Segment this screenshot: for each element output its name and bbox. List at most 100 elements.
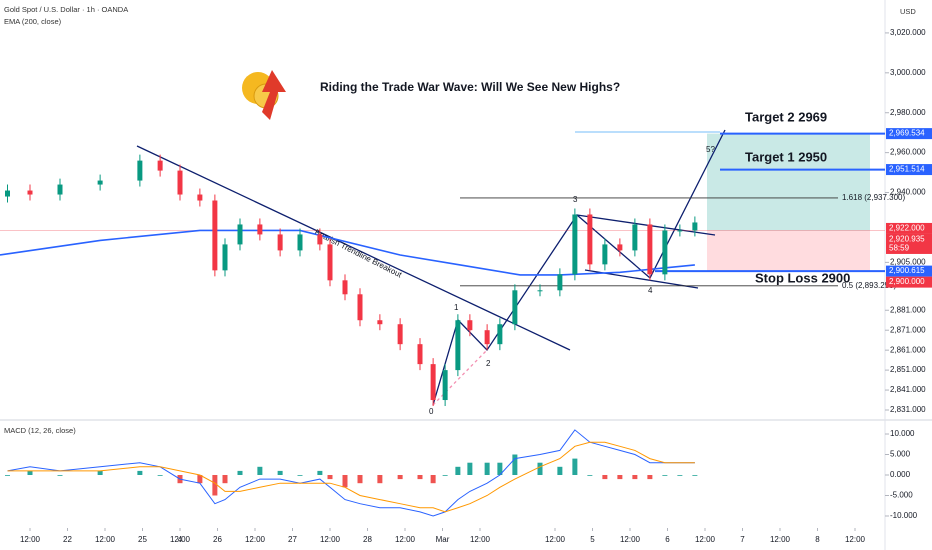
candle-body bbox=[137, 160, 143, 181]
macd-histogram-bar bbox=[442, 475, 448, 476]
candle-body bbox=[222, 244, 228, 271]
x-tick-label: 12:00 bbox=[245, 535, 266, 544]
wave-label: 3 bbox=[573, 195, 578, 204]
macd-histogram-bar bbox=[572, 458, 578, 475]
candle-body bbox=[572, 214, 578, 275]
macd-histogram-bar bbox=[617, 475, 623, 480]
ema-line bbox=[0, 229, 695, 276]
macd-histogram-bar bbox=[377, 475, 383, 484]
macd-histogram-bar bbox=[647, 475, 653, 480]
macd-histogram-bar bbox=[587, 475, 593, 476]
macd-histogram-bar bbox=[692, 475, 698, 476]
candle-body bbox=[327, 244, 333, 281]
logo bbox=[242, 70, 286, 120]
macd-histogram-bar bbox=[662, 475, 668, 476]
candle-body bbox=[57, 184, 63, 195]
price-label-box bbox=[886, 233, 932, 254]
x-tick-label: 5 bbox=[590, 535, 595, 544]
candle-body bbox=[692, 222, 698, 231]
macd-histogram-bar bbox=[222, 475, 228, 484]
currency: USD bbox=[900, 7, 916, 16]
x-tick-label: 12:00 bbox=[695, 535, 716, 544]
candle-body bbox=[257, 224, 263, 235]
countdown: 58:59 bbox=[889, 244, 910, 253]
candle-body bbox=[632, 224, 638, 251]
candle-body bbox=[430, 364, 436, 401]
x-tick-label: 7 bbox=[740, 535, 745, 544]
y-tick-label: 2,940.000 bbox=[890, 188, 926, 197]
macd-histogram-bar bbox=[512, 454, 518, 475]
x-tick-label: 25 bbox=[138, 535, 147, 544]
macd-histogram-bar bbox=[602, 475, 608, 480]
candle-body bbox=[467, 320, 473, 331]
y-tick-label: 2,960.000 bbox=[890, 148, 926, 157]
x-tick-label: 12:00 bbox=[20, 535, 41, 544]
macd-y-tick-label: 0.000 bbox=[890, 470, 911, 479]
x-tick-label: 12:00 bbox=[470, 535, 491, 544]
price-label: 2,900.615 bbox=[889, 266, 925, 275]
header: Gold Spot / U.S. Dollar · 1h · OANDA bbox=[4, 5, 128, 14]
indicator-label: EMA (200, close) bbox=[4, 17, 62, 26]
y-tick-label: 2,881.000 bbox=[890, 305, 926, 314]
macd-histogram-bar bbox=[27, 470, 33, 475]
candle-body bbox=[317, 234, 323, 245]
macd-y-tick-label: -5.000 bbox=[890, 491, 913, 500]
target-label: Target 1 2950 bbox=[745, 149, 827, 164]
candle-body bbox=[27, 190, 33, 195]
wave-label: 5? bbox=[706, 145, 715, 154]
macd-histogram-bar bbox=[57, 475, 63, 476]
wave-label: 0 bbox=[429, 407, 434, 416]
candle-body bbox=[357, 294, 363, 321]
macd-histogram-bar bbox=[677, 475, 683, 476]
price-label-box bbox=[886, 276, 932, 288]
x-tick-label: 12:00 bbox=[320, 535, 341, 544]
candle-body bbox=[455, 320, 461, 371]
price-label: 2,951.514 bbox=[889, 165, 925, 174]
candle-body bbox=[5, 190, 10, 197]
x-tick-label: 4 bbox=[178, 535, 183, 544]
candle-body bbox=[342, 280, 348, 295]
y-tick-label: 3,000.000 bbox=[890, 68, 926, 77]
macd-histogram-bar bbox=[137, 470, 143, 475]
macd-y-tick-label: 5.000 bbox=[890, 450, 911, 459]
x-tick-label: 12:00 bbox=[170, 535, 191, 544]
y-tick-label: 2,980.000 bbox=[890, 108, 926, 117]
x-tick-label: Mar bbox=[436, 535, 450, 544]
macd-histogram-bar bbox=[257, 466, 263, 475]
target-label: Target 2 2969 bbox=[745, 109, 827, 124]
macd-label: MACD (12, 26, close) bbox=[4, 426, 76, 435]
macd-histogram-bar bbox=[632, 475, 638, 480]
x-tick-label: 12:00 bbox=[620, 535, 641, 544]
candle-body bbox=[537, 290, 543, 292]
dashed-line bbox=[432, 349, 488, 406]
candle-body bbox=[602, 244, 608, 265]
macd-y-tick-label: 10.000 bbox=[890, 429, 915, 438]
candle-body bbox=[662, 230, 668, 275]
macd-histogram-bar bbox=[157, 475, 163, 476]
macd-histogram-bar bbox=[5, 475, 10, 476]
macd-histogram-bar bbox=[327, 475, 333, 480]
macd-line bbox=[7, 429, 695, 517]
y-tick-label: 2,831.000 bbox=[890, 405, 926, 414]
price-label-box bbox=[886, 164, 932, 176]
candle-body bbox=[512, 290, 518, 325]
macd-histogram-bar bbox=[455, 466, 461, 475]
candle-body bbox=[97, 180, 103, 185]
candle-body bbox=[497, 324, 503, 345]
x-tick-label: 12:00 bbox=[845, 535, 866, 544]
triangle-line bbox=[576, 214, 716, 236]
candle-body bbox=[157, 160, 163, 171]
macd-histogram-bar bbox=[417, 475, 423, 480]
x-tick-label: 6 bbox=[665, 535, 670, 544]
x-tick-label: 12:00 bbox=[95, 535, 116, 544]
macd-histogram-bar bbox=[97, 470, 103, 475]
y-tick-label: 2,905.000 bbox=[890, 257, 926, 266]
y-tick-label: 2,861.000 bbox=[890, 345, 926, 354]
candle-body bbox=[277, 234, 283, 251]
macd-histogram-bar bbox=[317, 470, 323, 475]
macd-histogram-bar bbox=[212, 475, 218, 496]
wave-label: 2 bbox=[486, 359, 491, 368]
macd-histogram-bar bbox=[557, 466, 563, 475]
candle-body bbox=[417, 344, 423, 365]
x-tick-label: 12:00 bbox=[770, 535, 791, 544]
